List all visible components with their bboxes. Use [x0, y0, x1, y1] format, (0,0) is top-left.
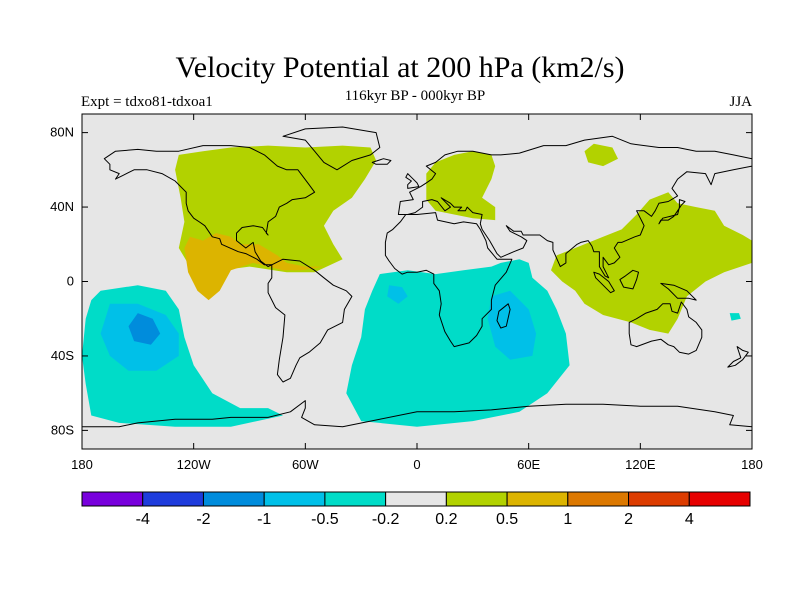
coastline-africa [384, 212, 513, 348]
colorbar-box [81, 491, 144, 507]
plot-subtitle: 116kyr BP - 000kyr BP [344, 88, 486, 104]
lat-tick-label: 40S [51, 348, 74, 363]
colorbar: -4 -2 -1 -0.5 -0.2 0.2 0.5 1 2 4 [81, 491, 751, 528]
coastline-greenland [282, 126, 381, 171]
plot-title: Velocity Potential at 200 hPa (km2/s) [175, 51, 625, 84]
lat-tick-label: 0 [67, 274, 74, 289]
lon-tick-label: 180 [71, 457, 93, 472]
colorbar-label: -0.2 [372, 511, 400, 528]
contour-region-indian-ocean-negative-core [487, 290, 537, 360]
season-label: JJA [729, 94, 752, 110]
colorbar-box [445, 491, 508, 507]
axes-layer: 180 120W 60W 0 60E 120E 180 80N 40N 0 40S 80S [50, 114, 763, 472]
coastline-new-guinea [660, 282, 697, 301]
contour-region-asia-pacific-positive [551, 192, 752, 334]
colorbar-box [628, 491, 690, 507]
lon-tick-label: 120W [177, 457, 212, 472]
lon-tick-label: 0 [413, 457, 420, 472]
colorbar-box [567, 491, 630, 507]
contour-region-japan-sea-negative [729, 313, 741, 321]
colorbar-label: 4 [685, 511, 694, 528]
experiment-label: Expt = tdxo81-tdxoa1 [81, 94, 213, 110]
coastline-borneo [619, 269, 639, 290]
colorbar-label: -0.5 [311, 511, 339, 528]
colorbar-box [688, 491, 751, 507]
colorbar-label: 0.5 [496, 511, 518, 528]
lon-tick-label: 60E [517, 457, 540, 472]
colorbar-box [263, 491, 326, 507]
contour-region-atlantic-negative-small [387, 285, 408, 304]
colorbar-label: -1 [257, 511, 271, 528]
coastline-sumatra [593, 271, 615, 294]
lon-tick-label: 60W [292, 457, 319, 472]
colorbar-box [385, 491, 447, 507]
colorbar-box [142, 491, 204, 507]
coastline-madagascar [496, 303, 511, 329]
colorbar-label: -4 [136, 511, 150, 528]
lon-tick-label: 120E [625, 457, 656, 472]
colorbar-box [324, 491, 387, 507]
contour-region-eurasia-africa-positive [426, 151, 496, 221]
lat-tick-label: 40N [50, 199, 74, 214]
lon-tick-label: 180 [741, 457, 763, 472]
coastline-antarctica [82, 400, 752, 449]
coastline-north-america [103, 145, 316, 268]
contour-region-arctic-siberia-positive [584, 143, 618, 167]
colorbar-box [202, 491, 265, 507]
colorbar-label: -2 [196, 511, 210, 528]
coastline-iceland [371, 158, 392, 165]
coastline-australia [628, 301, 703, 355]
colorbar-label: 2 [624, 511, 633, 528]
colorbar-label: 1 [563, 511, 572, 528]
contour-region-central-america-positive-mid [184, 233, 324, 301]
coastline-layer [82, 126, 752, 449]
coastline-new-zealand [727, 346, 749, 368]
lat-tick-label: 80N [50, 125, 74, 140]
coastline-uk [405, 173, 420, 189]
contour-region-pacific-negative-center [128, 313, 161, 345]
coastline-japan [658, 199, 686, 225]
colorbar-label: 0.2 [435, 511, 457, 528]
colorbar-box [506, 491, 569, 507]
coastline-south-america [267, 258, 353, 383]
contour-fill-layer [82, 143, 752, 427]
lat-tick-label: 80S [51, 422, 74, 437]
coastline-eurasia [397, 135, 752, 279]
